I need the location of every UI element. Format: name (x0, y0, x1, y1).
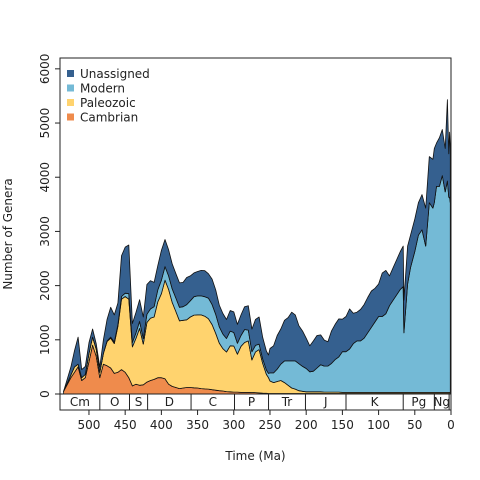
x-tick-label-150: 150 (331, 418, 354, 432)
legend-label-paleozoic: Paleozoic (80, 96, 136, 110)
x-tick-label-400: 400 (150, 418, 173, 432)
legend-label-cambrian: Cambrian (80, 111, 138, 125)
series-layer (63, 99, 451, 395)
period-label-ng: Ng (433, 395, 450, 409)
period-label-d: D (165, 395, 174, 409)
legend-swatch-cambrian (67, 113, 74, 121)
period-label-o: O (110, 395, 119, 409)
legend-swatch-modern (67, 84, 74, 92)
x-tick-label-350: 350 (186, 418, 209, 432)
y-tick-label-5000: 5000 (38, 108, 52, 139)
geologic-period-bar: Cm O S D C P Tr J K Pg Ng (59, 393, 452, 411)
x-tick-label-0: 0 (447, 418, 455, 432)
x-tick-label-100: 100 (367, 418, 390, 432)
x-tick-label-50: 50 (407, 418, 422, 432)
y-axis-label: Number of Genera (1, 178, 15, 289)
x-tick-label-300: 300 (222, 418, 245, 432)
y-tick-label-6000: 6000 (38, 54, 52, 85)
y-tick-label-2000: 2000 (38, 270, 52, 301)
x-tick-label-450: 450 (114, 418, 137, 432)
legend-swatch-paleozoic (67, 99, 74, 106)
x-tick-label-500: 500 (78, 418, 101, 432)
y-tick-label-3000: 3000 (38, 216, 52, 247)
period-label-cm: Cm (70, 395, 90, 409)
x-tick-label-250: 250 (259, 418, 282, 432)
y-axis: 0 1000 2000 3000 4000 5000 6000 (38, 54, 60, 398)
period-label-p: P (248, 395, 255, 409)
legend-label-unassigned: Unassigned (80, 67, 150, 81)
x-axis: 500 450 400 350 300 250 200 150 100 50 0 (78, 410, 455, 432)
y-tick-label-1000: 1000 (38, 325, 52, 356)
y-tick-label-4000: 4000 (38, 162, 52, 193)
period-label-pg: Pg (411, 395, 426, 409)
plot-frame (59, 57, 452, 411)
legend-label-modern: Modern (80, 82, 125, 96)
period-label-tr: Tr (281, 395, 293, 409)
x-tick-label-200: 200 (295, 418, 318, 432)
area-unassigned (63, 99, 451, 392)
y-tick-label-0: 0 (38, 390, 52, 398)
period-label-s: S (135, 395, 143, 409)
period-label-c: C (209, 395, 217, 409)
period-label-j: J (323, 395, 328, 409)
x-axis-label: Time (Ma) (224, 449, 285, 463)
period-label-k: K (371, 395, 380, 409)
legend-swatch-unassigned (67, 70, 74, 77)
